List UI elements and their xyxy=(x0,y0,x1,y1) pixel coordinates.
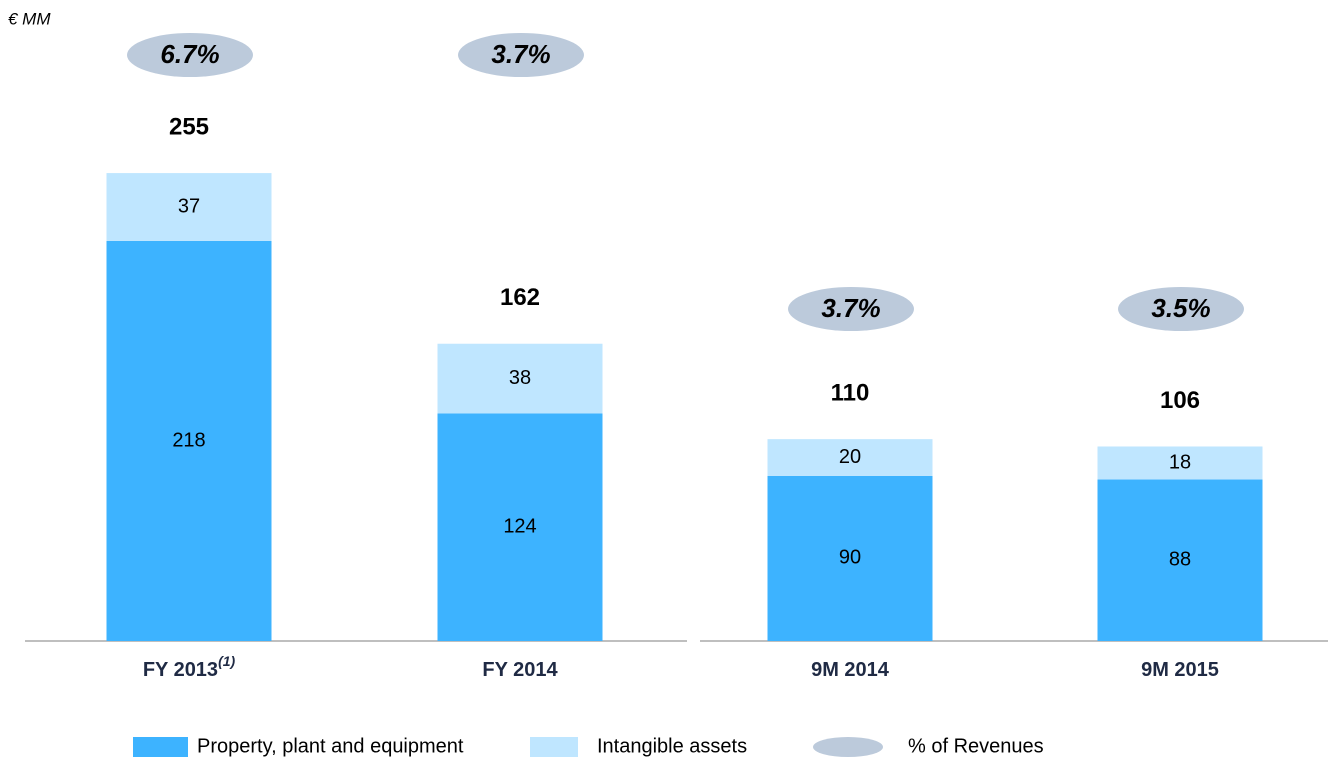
segment-label: 124 xyxy=(503,516,536,538)
ratio-bubble xyxy=(788,287,914,331)
segment-label: 37 xyxy=(178,195,200,217)
bar-segment xyxy=(1097,446,1263,480)
total-label: 106 xyxy=(1160,387,1200,414)
bar-segment xyxy=(437,343,603,414)
bar-segment xyxy=(437,413,603,641)
unit-label: € MM xyxy=(8,9,51,28)
bar-segment xyxy=(106,240,272,641)
total-label: 162 xyxy=(500,284,540,311)
legend-swatch xyxy=(530,737,578,757)
legend-swatch xyxy=(813,737,883,757)
total-label: 110 xyxy=(831,379,870,406)
x-tick-label: 9M 2014 xyxy=(811,659,890,681)
ratio-bubble xyxy=(127,33,253,77)
segment-label: 18 xyxy=(1169,451,1191,473)
category-superscript: (1) xyxy=(218,653,235,669)
legend-label: Property, plant and equipment xyxy=(197,735,464,757)
category-name: FY 2014 xyxy=(482,659,558,681)
category-name: 9M 2015 xyxy=(1141,659,1219,681)
ratio-label: 3.5% xyxy=(1151,293,1210,323)
segment-label: 88 xyxy=(1169,549,1191,571)
ratio-label: 6.7% xyxy=(160,39,219,69)
x-tick-label: FY 2014 xyxy=(482,659,558,681)
ratio-label: 3.7% xyxy=(491,39,550,69)
bar-segment xyxy=(767,439,933,476)
segment-label: 218 xyxy=(172,429,205,451)
legend-label: % of Revenues xyxy=(908,735,1044,757)
segment-label: 38 xyxy=(509,367,531,389)
bar-segment xyxy=(106,173,272,241)
bar-segment xyxy=(767,475,933,641)
bar-segment xyxy=(1097,479,1263,641)
legend-label: Intangible assets xyxy=(597,735,747,757)
legend-swatch xyxy=(133,737,188,757)
ratio-bubble xyxy=(1118,287,1244,331)
ratio-bubble xyxy=(458,33,584,77)
segment-label: 20 xyxy=(839,446,861,468)
total-label: 255 xyxy=(169,113,209,140)
ratio-label: 3.7% xyxy=(821,293,880,323)
category-name: 9M 2014 xyxy=(811,659,890,681)
x-tick-label: FY 2013(1) xyxy=(143,653,236,682)
category-name: FY 2013 xyxy=(143,659,218,681)
segment-label: 90 xyxy=(839,547,861,569)
x-tick-label: 9M 2015 xyxy=(1141,659,1219,681)
